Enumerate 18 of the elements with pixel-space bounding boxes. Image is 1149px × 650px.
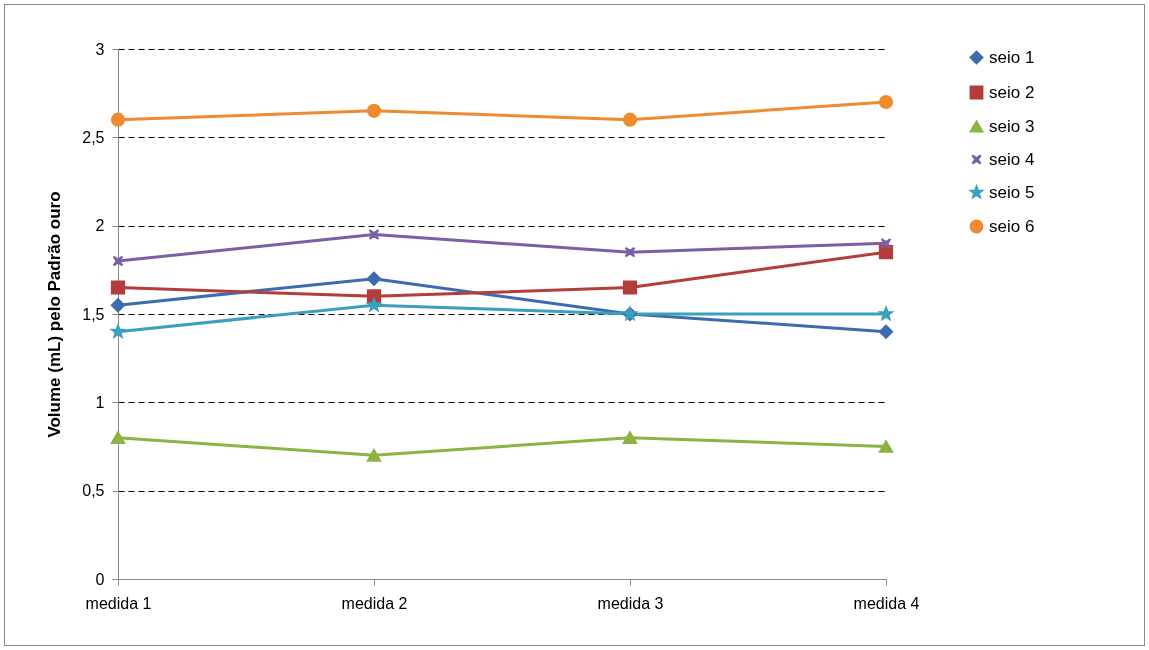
y-axis-title: Volume (mL) pelo Padrão ouro xyxy=(45,191,65,438)
x-tick-label: medida 4 xyxy=(853,594,920,612)
y-tick-label: 1,5 xyxy=(82,305,105,323)
y-tick-label: 1 xyxy=(95,393,105,411)
x-tick-label: medida 3 xyxy=(597,594,664,612)
y-tick-label: 0 xyxy=(95,570,105,588)
y-tick-label: 2,5 xyxy=(82,128,105,146)
legend-label: seio 5 xyxy=(989,182,1035,202)
legend-label: seio 4 xyxy=(989,149,1035,169)
x-tick-label: medida 1 xyxy=(85,594,152,612)
legend-label: seio 2 xyxy=(989,82,1035,102)
y-tick-label: 2 xyxy=(95,217,105,235)
legend-label: seio 1 xyxy=(989,47,1035,67)
x-tick-label: medida 2 xyxy=(341,594,408,612)
y-tick-label: 0,5 xyxy=(82,482,105,500)
y-tick-label: 3 xyxy=(95,40,105,58)
legend-label: seio 6 xyxy=(989,216,1035,236)
legend-label: seio 3 xyxy=(989,116,1035,136)
